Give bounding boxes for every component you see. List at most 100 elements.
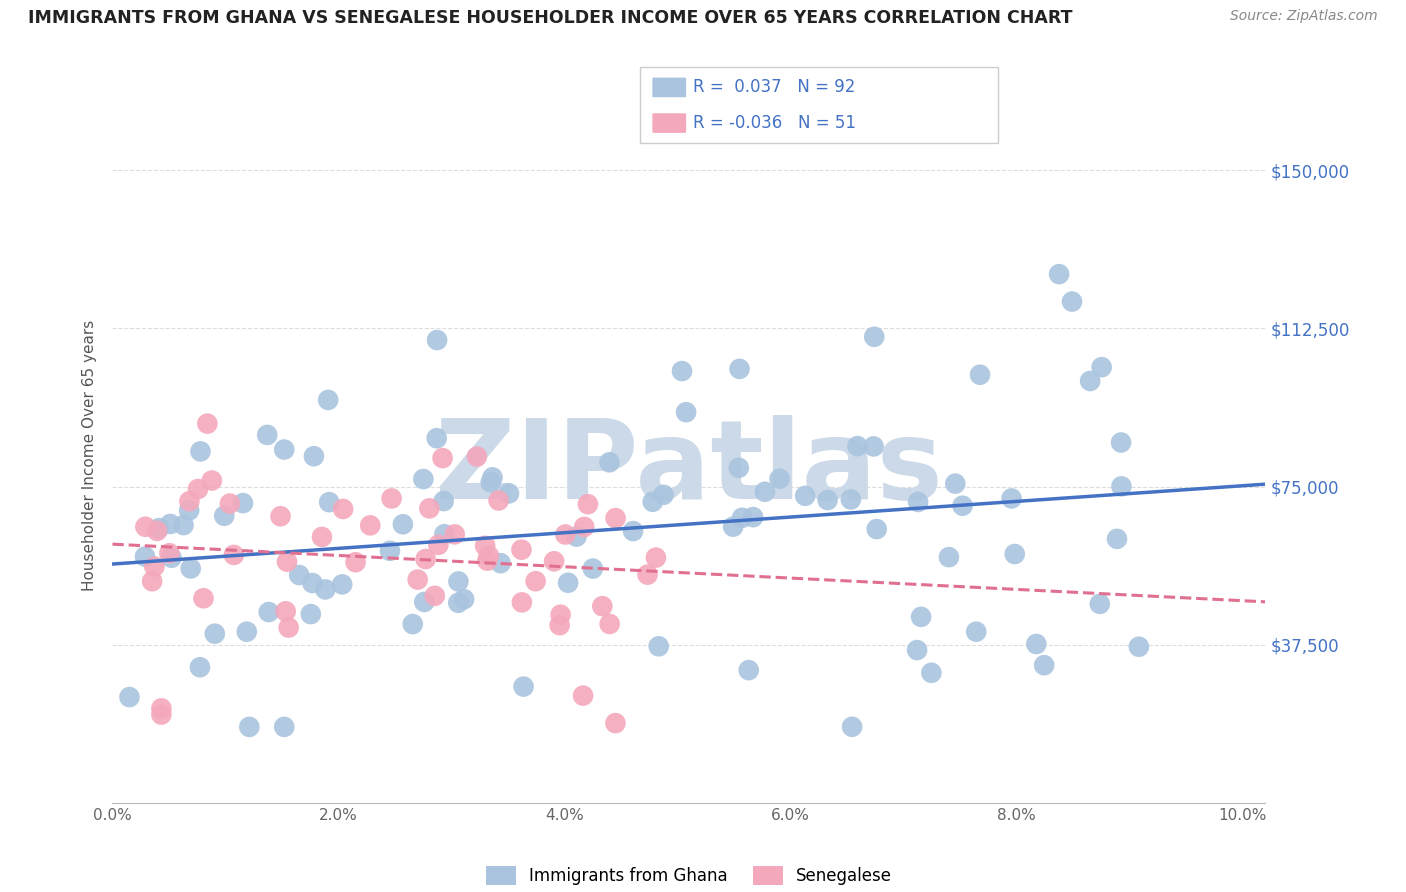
- Point: [157, 546, 180, 560]
- Point: [841, 720, 863, 734]
- Point: [443, 527, 465, 541]
- Point: [1078, 374, 1101, 388]
- Legend: Immigrants from Ghana, Senegalese: Immigrants from Ghana, Senegalese: [486, 865, 891, 885]
- Point: [299, 607, 322, 621]
- Point: [201, 474, 224, 488]
- Point: [301, 576, 323, 591]
- Point: [1088, 597, 1111, 611]
- Point: [274, 604, 297, 618]
- Point: [512, 680, 534, 694]
- Point: [415, 552, 437, 566]
- Point: [965, 624, 987, 639]
- Point: [550, 607, 572, 622]
- Point: [474, 539, 496, 553]
- Point: [731, 511, 754, 525]
- Point: [742, 510, 765, 524]
- Point: [212, 508, 235, 523]
- Point: [565, 530, 588, 544]
- Point: [150, 707, 173, 722]
- Point: [150, 701, 173, 715]
- Text: ZIPatlas: ZIPatlas: [434, 416, 943, 523]
- Point: [557, 575, 579, 590]
- Point: [330, 577, 353, 591]
- Point: [524, 574, 547, 589]
- Point: [179, 494, 201, 508]
- Point: [277, 621, 299, 635]
- Point: [423, 589, 446, 603]
- Point: [159, 516, 181, 531]
- Point: [510, 542, 533, 557]
- Point: [481, 470, 503, 484]
- Point: [543, 554, 565, 568]
- Point: [412, 472, 434, 486]
- Point: [134, 549, 156, 564]
- Point: [648, 640, 671, 654]
- Point: [427, 538, 450, 552]
- Point: [862, 439, 884, 453]
- Point: [204, 626, 226, 640]
- Point: [222, 548, 245, 562]
- Point: [576, 497, 599, 511]
- Point: [605, 716, 627, 731]
- Text: R =  0.037   N = 92: R = 0.037 N = 92: [693, 78, 855, 96]
- Point: [1109, 435, 1132, 450]
- Point: [817, 493, 839, 508]
- Point: [236, 624, 259, 639]
- Point: [311, 530, 333, 544]
- Point: [1033, 658, 1056, 673]
- Point: [645, 550, 668, 565]
- Point: [148, 521, 170, 535]
- Point: [179, 503, 201, 517]
- Point: [943, 476, 966, 491]
- Y-axis label: Householder Income Over 65 years: Householder Income Over 65 years: [82, 319, 97, 591]
- Point: [433, 527, 456, 541]
- Point: [118, 690, 141, 705]
- Text: R = -0.036   N = 51: R = -0.036 N = 51: [693, 114, 856, 132]
- Point: [498, 486, 520, 500]
- Point: [141, 574, 163, 589]
- Point: [453, 592, 475, 607]
- Point: [605, 511, 627, 525]
- Point: [433, 494, 456, 508]
- Point: [866, 522, 889, 536]
- Point: [273, 442, 295, 457]
- Point: [637, 567, 659, 582]
- Point: [477, 554, 499, 568]
- Point: [863, 330, 886, 344]
- Point: [302, 449, 325, 463]
- Point: [1025, 637, 1047, 651]
- Point: [768, 472, 790, 486]
- Point: [920, 665, 942, 680]
- Point: [910, 610, 932, 624]
- Text: IMMIGRANTS FROM GHANA VS SENEGALESE HOUSEHOLDER INCOME OVER 65 YEARS CORRELATION: IMMIGRANTS FROM GHANA VS SENEGALESE HOUS…: [28, 9, 1073, 27]
- Point: [426, 431, 449, 445]
- Point: [273, 720, 295, 734]
- Point: [316, 392, 339, 407]
- Point: [257, 605, 280, 619]
- Point: [846, 439, 869, 453]
- Point: [406, 573, 429, 587]
- Point: [599, 617, 621, 632]
- Point: [548, 618, 571, 632]
- Point: [572, 689, 595, 703]
- Point: [1091, 360, 1114, 375]
- Point: [737, 663, 759, 677]
- Point: [359, 518, 381, 533]
- Point: [839, 492, 862, 507]
- Point: [938, 550, 960, 565]
- Point: [180, 561, 202, 575]
- Point: [671, 364, 693, 378]
- Point: [728, 362, 751, 376]
- Point: [218, 497, 240, 511]
- Point: [621, 524, 644, 538]
- Point: [143, 559, 166, 574]
- Point: [591, 599, 613, 614]
- Point: [465, 450, 488, 464]
- Point: [510, 595, 533, 609]
- Point: [392, 517, 415, 532]
- Point: [479, 475, 502, 490]
- Point: [489, 556, 512, 570]
- Point: [426, 333, 449, 347]
- Point: [188, 660, 211, 674]
- Point: [478, 549, 501, 563]
